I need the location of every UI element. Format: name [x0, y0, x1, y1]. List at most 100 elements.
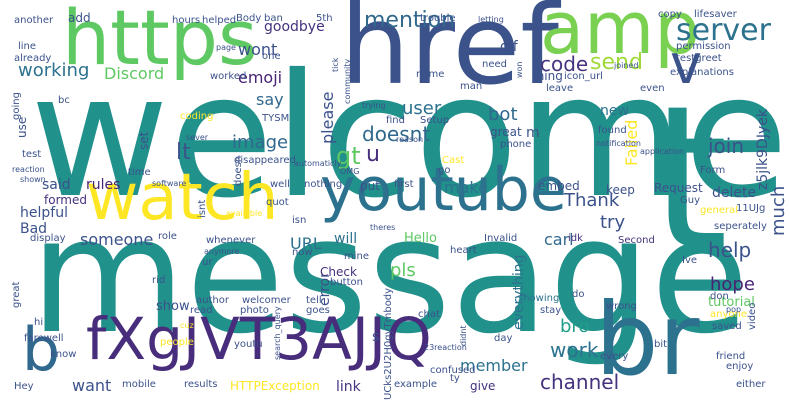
word-delete: delete	[712, 185, 757, 201]
word-automaticly: automaticly	[294, 159, 342, 168]
word-already: already	[14, 53, 52, 64]
word-will: will	[334, 231, 358, 247]
word-httpexception: HTTPException	[230, 379, 320, 393]
word-t-big: t	[650, 63, 729, 296]
word-link: link	[336, 379, 361, 395]
word-working: working	[18, 60, 90, 81]
word-mine: mine	[344, 251, 370, 262]
word-another: another	[14, 15, 54, 26]
word-example: example	[394, 379, 438, 390]
word-role: role	[158, 231, 177, 242]
word-invalid: Invalid	[484, 233, 518, 244]
word-br: br	[595, 281, 700, 398]
word-hi: hi	[34, 317, 44, 328]
word-name: name	[416, 69, 445, 80]
word-send: send	[590, 50, 643, 75]
word-either: either	[736, 379, 766, 390]
word-much: much	[768, 185, 789, 236]
word-amp: amp	[540, 0, 700, 70]
word-rules: rules	[86, 177, 121, 193]
word-phone: phone	[500, 139, 532, 150]
word-man: man	[460, 81, 483, 92]
word-give: give	[470, 379, 496, 393]
word-chat: chat	[418, 309, 440, 320]
word-rid: rid	[152, 275, 166, 286]
word-reaction: reaction	[12, 165, 45, 174]
word-day: day	[494, 333, 513, 344]
word-wrong: wrong	[606, 301, 637, 312]
word-form: Form	[700, 165, 726, 176]
word-available: available	[226, 209, 263, 218]
word-body: Body	[236, 13, 262, 24]
word-23reaction: 23reaction	[424, 343, 467, 352]
word-find: find	[386, 115, 405, 126]
word-quot: quot	[266, 197, 289, 208]
word-community: community	[343, 58, 352, 104]
word-know: know	[50, 349, 77, 360]
word-icon_url: icon_url	[564, 71, 603, 82]
word-results: results	[184, 379, 218, 390]
word-welcome: welcome	[30, 38, 789, 236]
word-thing: thing	[532, 69, 563, 83]
word-tutorial: tutorial	[708, 295, 755, 310]
word-mobile: mobile	[122, 379, 156, 390]
word-didnt: didnt	[459, 325, 468, 346]
word-emoji: emoji	[238, 68, 283, 87]
word-read: read	[190, 305, 213, 316]
word-general: general	[700, 205, 739, 216]
word-put: put	[360, 179, 380, 193]
word-anyone: anyone	[710, 309, 747, 320]
word-even: even	[640, 83, 665, 94]
word-carl: carl	[544, 230, 574, 249]
word-goes: goes	[306, 305, 330, 316]
word-great: great	[490, 125, 522, 139]
word-won: won	[515, 61, 524, 78]
word-whenever: whenever	[206, 235, 256, 246]
word-isn: isn	[292, 215, 307, 226]
word-line: line	[18, 41, 37, 52]
word-application: application	[640, 147, 685, 156]
word-check: Check	[320, 265, 357, 279]
word-discord: Discord	[104, 64, 165, 83]
word-ur: ur	[202, 257, 213, 268]
word-going: going	[11, 92, 22, 120]
word-permission: permission	[676, 41, 731, 52]
word-copy: copy	[658, 9, 682, 20]
word-show: show	[156, 299, 190, 314]
word-formed: formed	[44, 193, 87, 207]
word-join: join	[708, 134, 745, 158]
word-helped: helped	[202, 15, 237, 26]
word-mention: mention	[364, 8, 456, 33]
word-cast: Cast	[442, 155, 465, 166]
word-bro: bro	[560, 316, 590, 337]
word-say: say	[256, 90, 284, 109]
word-gt: gt	[336, 142, 361, 170]
word-trying: trying	[362, 101, 386, 110]
word-ty: ty	[450, 373, 460, 384]
word-farewell: farewell	[24, 333, 64, 344]
word-make: make	[444, 178, 488, 197]
word-youtube: youtube	[320, 155, 567, 225]
word-doesnt: doesnt	[362, 122, 431, 146]
word-try: try	[600, 212, 626, 233]
word-explanations: explanations	[670, 67, 734, 78]
word-leave: leave	[546, 83, 574, 94]
word-tell: tell	[306, 295, 322, 306]
word-confused: confused	[430, 365, 476, 376]
word-https: https	[62, 0, 258, 82]
word-embed: embed	[538, 179, 580, 193]
word-theres: theres	[370, 223, 396, 232]
word-great2: great	[11, 281, 22, 308]
word-code: code	[540, 52, 589, 76]
word-s: s	[372, 329, 380, 345]
word-isnt: isnt	[197, 199, 208, 218]
word-user: user	[402, 98, 442, 119]
word-hello: Hello	[404, 231, 437, 246]
word-display: display	[30, 233, 66, 244]
word-fxgjvt3ajjq: fXgJVT3AJJQ	[86, 305, 432, 373]
word-bc: bc	[58, 95, 70, 106]
word-worked: worked	[210, 71, 247, 82]
word-enjoy: enjoy	[726, 361, 754, 372]
word-trouble: trouble	[420, 13, 456, 24]
word-omg: OMG	[340, 167, 360, 176]
